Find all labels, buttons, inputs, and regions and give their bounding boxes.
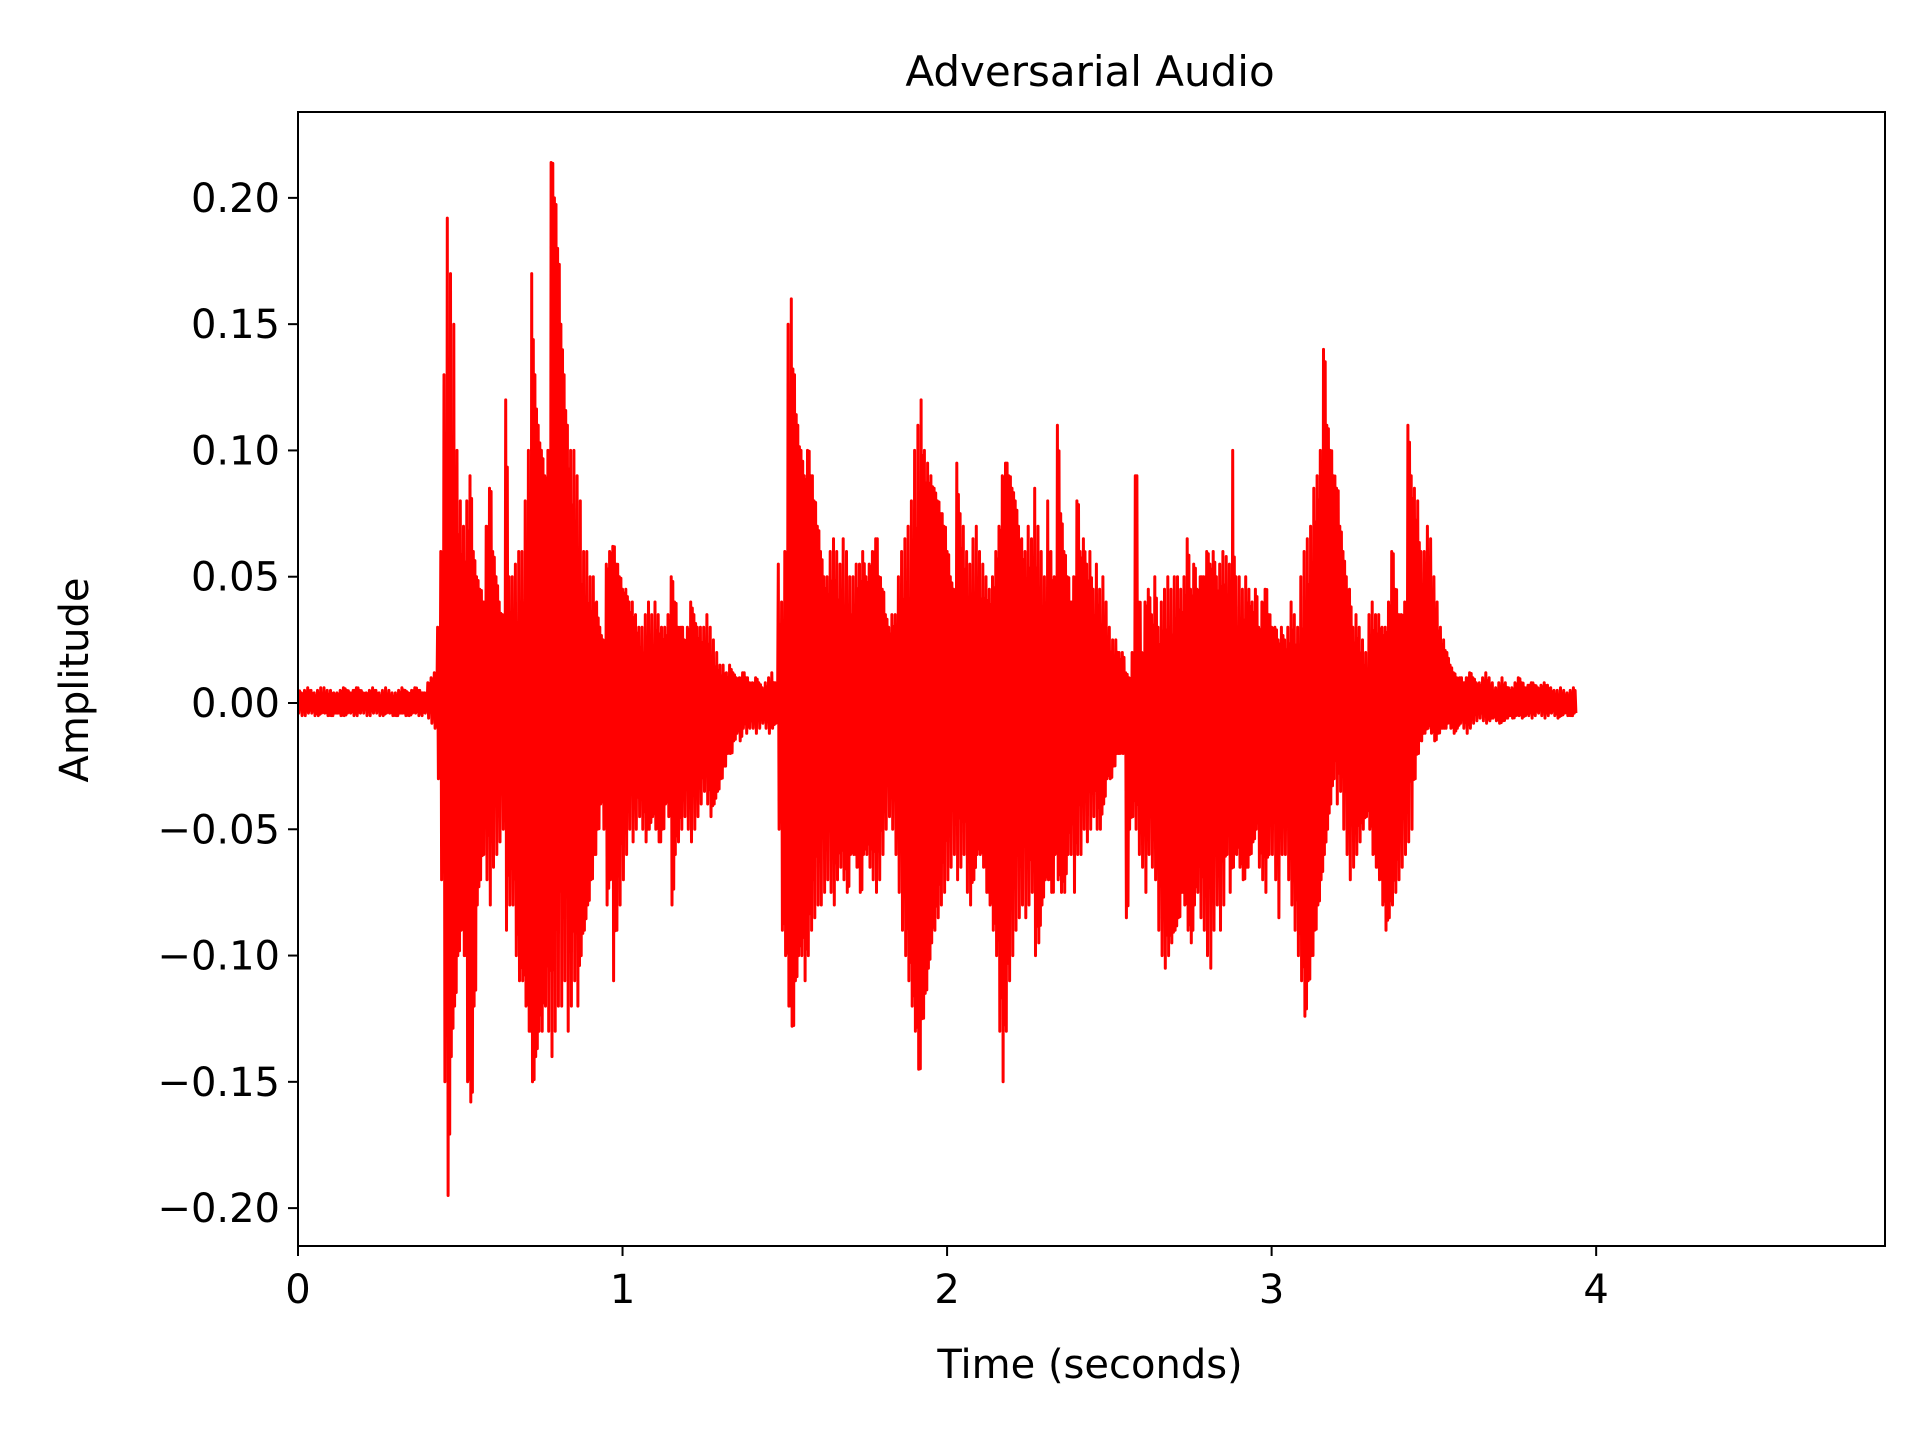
waveform-series-line: [298, 161, 1578, 1197]
plot-frame: [297, 111, 1886, 1247]
y-tick-label: −0.05: [157, 807, 280, 853]
plot-area: [298, 161, 1578, 1197]
y-tick-label: −0.20: [157, 1186, 280, 1232]
y-tick-label: 0.05: [191, 555, 280, 601]
x-tick-label: 3: [1259, 1267, 1284, 1313]
x-axis-title: Time (seconds): [936, 1342, 1242, 1388]
y-axis: −0.20 −0.15 −0.10 −0.05 0.00 0.05 0.10 0.15 0.20: [157, 176, 298, 1232]
y-tick-label: −0.10: [157, 934, 280, 980]
x-axis: 0 1 2 3 4: [285, 1246, 1609, 1313]
x-tick-label: 2: [934, 1267, 959, 1313]
y-tick-label: 0.20: [191, 176, 280, 222]
chart-title: Adversarial Audio: [905, 47, 1274, 96]
y-tick-label: −0.15: [157, 1060, 280, 1106]
y-tick-label: 0.15: [191, 302, 280, 348]
x-tick-label: 4: [1583, 1267, 1608, 1313]
y-tick-label: 0.10: [191, 428, 280, 474]
x-tick-label: 0: [285, 1267, 310, 1313]
y-tick-label: 0.00: [191, 681, 280, 727]
series-layer: [298, 161, 1578, 1197]
x-tick-label: 1: [610, 1267, 635, 1313]
y-axis-title: Amplitude: [52, 578, 98, 783]
